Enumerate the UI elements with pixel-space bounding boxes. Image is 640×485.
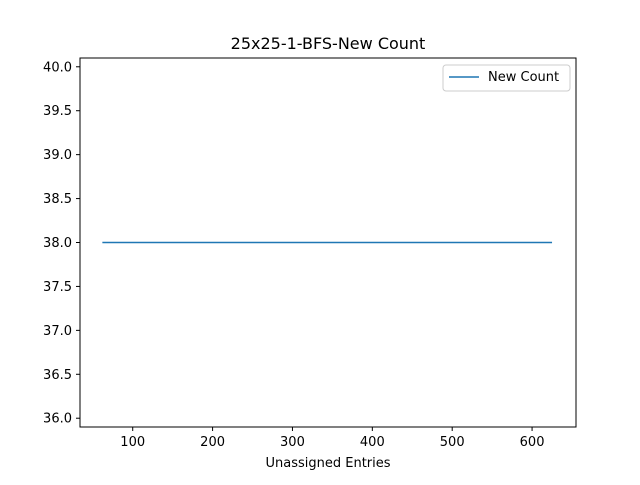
y-tick-label: 36.0 — [43, 412, 72, 427]
legend-box — [442, 64, 571, 92]
y-tick-label: 39.0 — [43, 148, 72, 163]
y-tick-label: 40.0 — [43, 60, 72, 75]
x-axis: 100 200 300 400 500 600 — [120, 427, 544, 450]
y-tick-label: 39.5 — [43, 104, 72, 119]
y-tick-label: 37.0 — [43, 324, 72, 339]
legend: New Count — [442, 64, 571, 92]
x-tick-label: 400 — [360, 435, 385, 450]
y-axis: 36.0 36.5 37.0 37.5 38.0 38.5 39.0 39.5 40.0 — [43, 60, 80, 427]
legend-label: New Count — [488, 70, 559, 85]
x-tick-label: 300 — [280, 435, 305, 450]
y-tick-label: 36.5 — [43, 368, 72, 383]
y-tick-label: 37.5 — [43, 280, 72, 295]
x-axis-label: Unassigned Entries — [265, 456, 390, 471]
x-tick-label: 500 — [440, 435, 465, 450]
x-tick-label: 200 — [200, 435, 225, 450]
y-tick-label: 38.0 — [43, 236, 72, 251]
chart-title: 25x25-1-BFS-New Count — [231, 34, 426, 53]
y-tick-label: 38.5 — [43, 192, 72, 207]
x-tick-label: 600 — [520, 435, 545, 450]
x-tick-label: 100 — [120, 435, 145, 450]
